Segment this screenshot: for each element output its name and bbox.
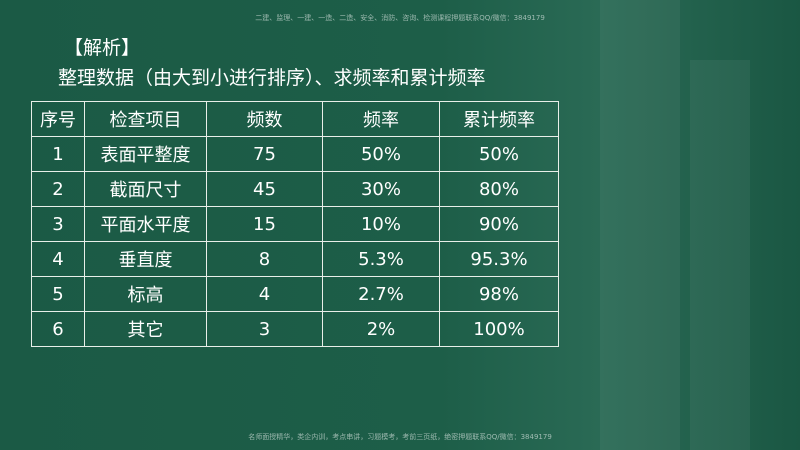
table-cell: 3 (31, 206, 85, 242)
table-cell: 100% (439, 311, 559, 347)
table-cell: 平面水平度 (84, 206, 207, 242)
table-cell: 15 (206, 206, 323, 242)
table-cell: 10% (322, 206, 440, 242)
watermark: 二建、监理、一建、一造、二造、安全、消防、咨询、检测课程押题联系QQ/微信：38… (255, 14, 545, 22)
table: 序号 检查项目 频数 频率 累计频率 1 表面平整度 75 50% 50% 2 截面尺寸 45 30% 80… (31, 101, 559, 347)
table-row: 6 其它 3 2% 100% (31, 311, 559, 347)
table-cell: 98% (439, 276, 559, 312)
table-cell: 5 (31, 276, 85, 312)
table-row: 1 表面平整度 75 50% 50% (31, 136, 559, 172)
table-cell: 75 (206, 136, 323, 172)
table-cell: 8 (206, 241, 323, 277)
watermark: 名师面授精华，类企内训，考点串讲，习题模考，考前三页纸，绝密押题联系QQ/微信：… (248, 433, 552, 441)
table-row: 4 垂直度 8 5.3% 95.3% (31, 241, 559, 277)
table-cell: 4 (31, 241, 85, 277)
table-cell: 频数 (206, 101, 323, 137)
table-cell: 80% (439, 171, 559, 207)
table-cell: 垂直度 (84, 241, 207, 277)
table-cell: 50% (439, 136, 559, 172)
table-row: 3 平面水平度 15 10% 90% (31, 206, 559, 242)
table-cell: 截面尺寸 (84, 171, 207, 207)
table-cell: 45 (206, 171, 323, 207)
table-cell: 频率 (322, 101, 440, 137)
table-row: 2 截面尺寸 45 30% 80% (31, 171, 559, 207)
heading-subtitle: 整理数据（由大到小进行排序）、求频率和累计频率 (58, 67, 486, 89)
table-cell: 标高 (84, 276, 207, 312)
table-cell: 90% (439, 206, 559, 242)
table-cell: 4 (206, 276, 323, 312)
building (690, 60, 750, 450)
table-cell: 序号 (31, 101, 85, 137)
table-cell: 6 (31, 311, 85, 347)
table-cell: 其它 (84, 311, 207, 347)
table-cell: 2 (31, 171, 85, 207)
table-header: 序号 检查项目 频数 频率 累计频率 (31, 101, 559, 137)
table-cell: 5.3% (322, 241, 440, 277)
table-cell: 95.3% (439, 241, 559, 277)
table-cell: 累计频率 (439, 101, 559, 137)
building (600, 0, 680, 450)
table-cell: 表面平整度 (84, 136, 207, 172)
table-cell: 2.7% (322, 276, 440, 312)
table-cell: 2% (322, 311, 440, 347)
table-cell: 3 (206, 311, 323, 347)
table-cell: 检查项目 (84, 101, 207, 137)
table-cell: 30% (322, 171, 440, 207)
table-cell: 50% (322, 136, 440, 172)
heading-label: 【解析】 (64, 37, 141, 59)
table-cell: 1 (31, 136, 85, 172)
table-row: 5 标高 4 2.7% 98% (31, 276, 559, 312)
